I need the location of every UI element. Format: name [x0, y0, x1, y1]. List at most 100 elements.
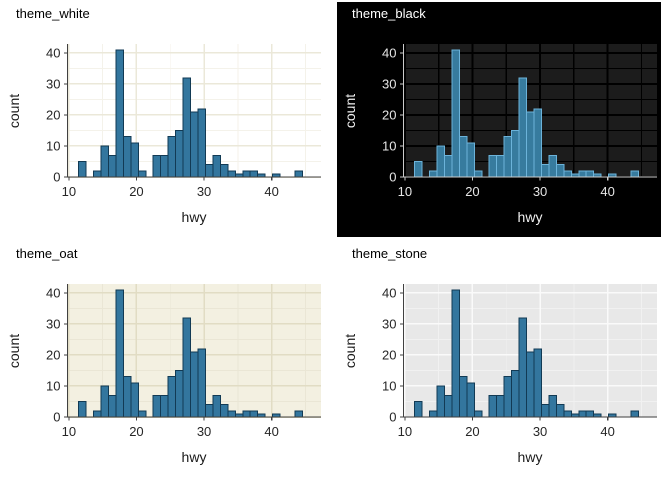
svg-text:20: 20	[382, 347, 396, 362]
chart-theme-oat: 10 20 30 40 0 10 20 30 40 theme_oat hwy count	[0, 240, 336, 480]
bar	[443, 394, 453, 418]
x-axis-label: hwy	[517, 449, 543, 465]
bar	[466, 382, 475, 418]
bar	[511, 130, 520, 178]
bar	[429, 170, 438, 178]
bar	[100, 385, 109, 418]
tick-marks	[64, 52, 273, 181]
bar	[130, 142, 139, 178]
bar	[212, 154, 221, 178]
chart-title: theme_stone	[352, 246, 428, 261]
bar	[466, 142, 475, 178]
chart-theme-stone: 10 20 30 40 0 10 20 30 40 theme_stone hwy count	[336, 240, 672, 480]
tick-marks	[400, 52, 609, 181]
svg-text:20: 20	[129, 424, 143, 439]
bar	[578, 170, 587, 178]
bar	[242, 410, 251, 418]
svg-text:10: 10	[382, 378, 396, 393]
bar	[488, 154, 498, 178]
svg-text:40: 40	[600, 424, 614, 439]
bar	[436, 145, 445, 178]
svg-text:10: 10	[46, 378, 60, 393]
bar	[496, 154, 505, 178]
svg-text:40: 40	[264, 184, 278, 199]
bar	[540, 404, 550, 418]
svg-text:40: 40	[264, 424, 278, 439]
y-tick-labels: 0 10 20 30 40	[382, 45, 396, 184]
bar	[294, 170, 303, 178]
bar	[190, 111, 199, 178]
svg-text:30: 30	[533, 424, 547, 439]
x-axis-label: hwy	[181, 449, 207, 465]
x-tick-labels: 10 20 30 40	[62, 184, 279, 199]
bar	[107, 394, 117, 418]
svg-text:30: 30	[197, 424, 211, 439]
bar	[137, 170, 147, 178]
bar	[630, 410, 639, 418]
svg-text:10: 10	[398, 424, 412, 439]
bar	[115, 49, 124, 178]
bar	[503, 136, 513, 178]
bar	[548, 154, 557, 178]
chart-title: theme_white	[16, 6, 90, 21]
svg-text:0: 0	[389, 170, 396, 185]
histogram-bars	[78, 49, 303, 178]
svg-text:10: 10	[62, 184, 76, 199]
bar	[152, 394, 162, 418]
bar	[122, 376, 132, 418]
bar	[294, 410, 303, 418]
bar	[578, 410, 587, 418]
bar	[219, 404, 229, 418]
bar	[496, 394, 505, 418]
svg-text:30: 30	[533, 184, 547, 199]
bar	[533, 348, 542, 418]
bar	[182, 77, 192, 178]
bar	[249, 170, 259, 178]
axis-lines	[66, 44, 321, 178]
bar	[429, 410, 438, 418]
bar	[526, 111, 535, 178]
y-axis-label: count	[342, 93, 358, 129]
bar	[190, 351, 199, 418]
bar	[167, 136, 177, 178]
svg-text:0: 0	[389, 410, 396, 425]
y-tick-labels: 0 10 20 30 40	[382, 285, 396, 424]
svg-text:40: 40	[600, 184, 614, 199]
bar	[160, 394, 169, 418]
bar	[451, 289, 460, 418]
bar	[518, 317, 528, 418]
bar	[152, 154, 162, 178]
bar	[78, 161, 87, 178]
y-axis-label: count	[342, 333, 358, 369]
svg-text:40: 40	[382, 45, 396, 60]
tick-marks	[400, 292, 609, 421]
y-axis-label: count	[6, 333, 22, 369]
svg-text:40: 40	[46, 45, 60, 60]
bar	[473, 410, 483, 418]
chart-theme-white: 10 20 30 40 0 10 20 30 40 theme_white hwy count	[0, 0, 336, 240]
bar	[227, 410, 236, 418]
bar	[548, 394, 557, 418]
x-tick-labels: 10 20 30 40	[62, 424, 279, 439]
svg-text:20: 20	[465, 184, 479, 199]
x-tick-labels: 10 20 30 40	[398, 424, 615, 439]
x-axis-label: hwy	[181, 209, 207, 225]
bar	[540, 164, 550, 178]
bar	[630, 170, 639, 178]
bar	[197, 108, 206, 178]
bar	[518, 77, 528, 178]
bar	[436, 385, 445, 418]
bar	[107, 154, 117, 178]
svg-text:20: 20	[129, 184, 143, 199]
bar	[204, 164, 214, 178]
svg-text:0: 0	[53, 170, 60, 185]
bar	[212, 394, 221, 418]
bar	[93, 170, 102, 178]
histogram-bars	[78, 289, 303, 418]
svg-text:30: 30	[46, 76, 60, 91]
svg-text:20: 20	[46, 347, 60, 362]
